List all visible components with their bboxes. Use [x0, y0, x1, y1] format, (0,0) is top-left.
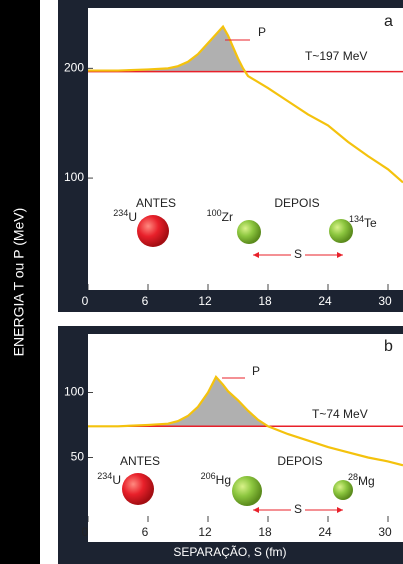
- panel-label: b: [384, 338, 393, 355]
- nucleus: [237, 220, 261, 244]
- mass-number: 206: [201, 471, 216, 481]
- nucleus: [329, 219, 353, 243]
- barrier-area: [88, 26, 243, 72]
- x-tick-label: 30: [378, 525, 392, 539]
- mass-number: 234: [113, 208, 128, 218]
- after-label: DEPOIS: [274, 196, 319, 210]
- series-label: P: [252, 364, 260, 378]
- plot: P T~74 MeV b ANTES DEPOIS 234U 206Hg 28Mg S: [88, 338, 403, 522]
- plot: P T~197 MeV a ANTES DEPOIS 234U 100Zr 134Te S: [88, 13, 403, 290]
- nucleus-label: 234U: [113, 208, 137, 224]
- series-label: P: [258, 25, 266, 39]
- curve: [88, 374, 403, 467]
- element-symbol: Te: [364, 216, 377, 230]
- element-symbol: U: [128, 210, 137, 224]
- element-symbol: U: [112, 473, 121, 487]
- before-label: ANTES: [120, 454, 160, 468]
- x-tick-label: 24: [318, 525, 332, 539]
- x-tick-label: 18: [258, 294, 272, 308]
- x-tick-label: 0: [82, 294, 89, 308]
- separation-label: S: [294, 502, 302, 516]
- y-tick-label: 200: [64, 61, 84, 75]
- plot-area: [88, 334, 403, 542]
- x-axis-title: SEPARAÇÃO, S (fm): [173, 545, 286, 559]
- nucleus: [333, 480, 353, 500]
- x-tick-label: 18: [258, 525, 272, 539]
- nucleus: [232, 476, 262, 506]
- mass-number: 134: [349, 214, 364, 224]
- x-tick-label: 12: [198, 525, 212, 539]
- threshold-label: T~197 MeV: [305, 49, 367, 63]
- x-tick-label: 24: [318, 294, 332, 308]
- y-tick-label: 100: [64, 385, 84, 399]
- element-symbol: Mg: [358, 474, 375, 488]
- element-symbol: Hg: [216, 473, 231, 487]
- threshold-label: T~74 MeV: [312, 407, 368, 421]
- nucleus-label: 134Te: [349, 214, 377, 230]
- element-symbol: Zr: [222, 210, 233, 224]
- nucleus: [137, 215, 169, 247]
- x-tick-label: 12: [198, 294, 212, 308]
- after-label: DEPOIS: [277, 454, 322, 468]
- mass-number: 100: [207, 208, 222, 218]
- y-tick-label: 50: [71, 450, 85, 464]
- mass-number: 234: [97, 471, 112, 481]
- y-tick-label: 100: [64, 170, 84, 184]
- barrier-area: [88, 376, 268, 427]
- nucleus-label: 234U: [97, 471, 121, 487]
- nucleus: [122, 473, 154, 505]
- nucleus-label: 206Hg: [201, 471, 231, 487]
- y-axis-title: ENERGIA T ou P (MeV): [11, 208, 27, 357]
- mass-number: 28: [348, 472, 358, 482]
- nucleus-label: 100Zr: [207, 208, 233, 224]
- x-tick-label: 6: [142, 294, 149, 308]
- side-strip: [0, 0, 40, 564]
- nucleus-label: 28Mg: [348, 472, 375, 488]
- x-tick-label: 30: [378, 294, 392, 308]
- curve: [88, 24, 403, 184]
- panel-label: a: [384, 13, 393, 30]
- separation-label: S: [294, 247, 302, 261]
- before-label: ANTES: [136, 196, 176, 210]
- x-tick-label: 6: [142, 525, 149, 539]
- x-tick-label: 0: [82, 525, 89, 539]
